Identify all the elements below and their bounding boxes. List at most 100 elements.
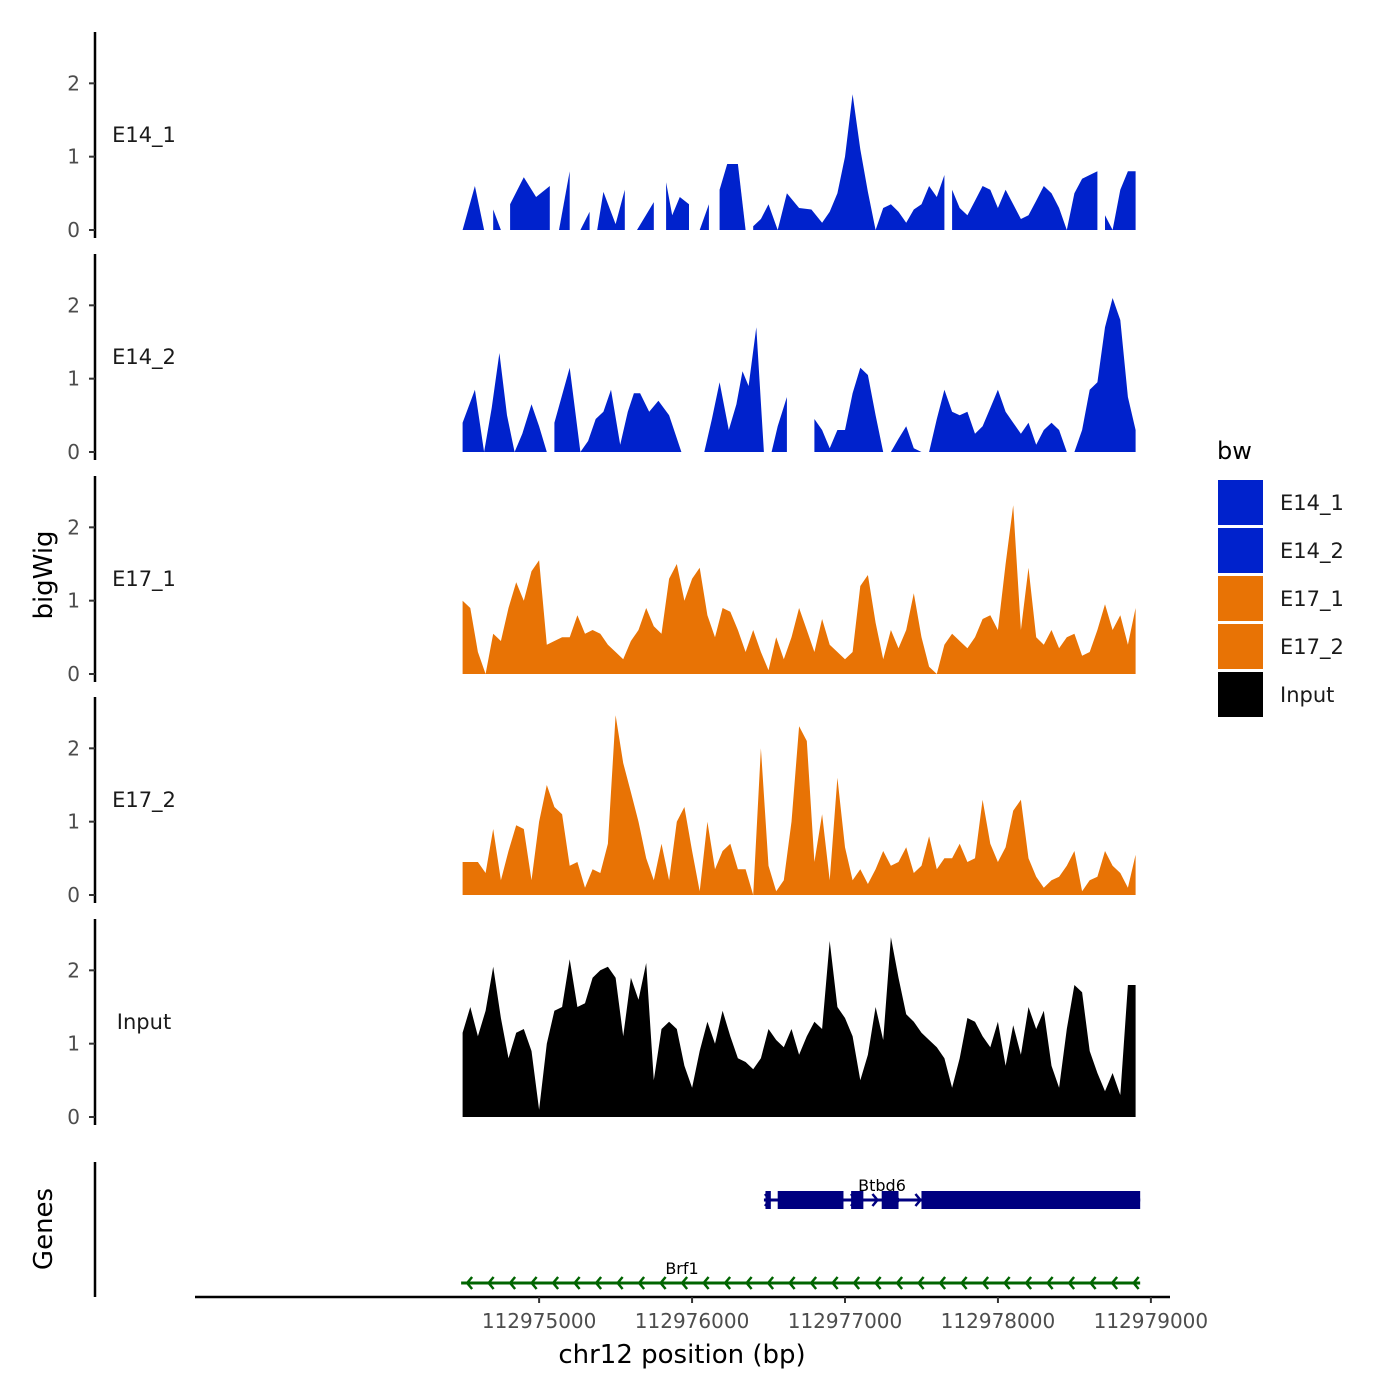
coverage-area [929, 298, 1136, 452]
y-tick-label: 0 [67, 440, 80, 464]
coverage-area [462, 505, 1136, 674]
strand-arrow [871, 1193, 880, 1207]
strand-arrow [1110, 1276, 1119, 1290]
exon [851, 1191, 864, 1209]
legend-swatch [1218, 576, 1263, 621]
coverage-area [462, 937, 1136, 1117]
y-tick-label: 1 [67, 367, 80, 391]
strand-arrow [1002, 1276, 1011, 1290]
strand-arrow [766, 1276, 775, 1290]
gene-label: Btbd6 [858, 1176, 906, 1195]
strand-arrow [637, 1276, 646, 1290]
track-label: E17_1 [112, 567, 176, 592]
coverage-area [952, 171, 1098, 230]
gene-label: Brf1 [665, 1259, 698, 1278]
genes-axis-title: Genes [29, 1188, 59, 1270]
strand-arrow [465, 1276, 474, 1290]
coverage-area [1105, 171, 1136, 230]
track-e14-2: 0 1 2 E14_2 [67, 254, 1136, 464]
y-tick-label: 0 [67, 218, 80, 242]
legend-label: Input [1280, 683, 1334, 707]
coverage-area [637, 202, 654, 230]
track-e17-2: 0 1 2 E17_2 [67, 697, 1136, 907]
coverage-area [580, 211, 590, 230]
track-input: 0 1 2 Input [67, 919, 1136, 1129]
exon [777, 1191, 844, 1209]
strand-arrow [787, 1276, 796, 1290]
legend: bw E14_1 E14_2 E17_1 E17_2 Input [1217, 437, 1344, 717]
strand-arrow [594, 1276, 603, 1290]
x-tick-label: 112978000 [941, 1309, 1056, 1333]
strand-arrow [572, 1276, 581, 1290]
y-tick-label: 0 [67, 1105, 80, 1129]
strand-arrow [615, 1276, 624, 1290]
legend-item: E14_2 [1218, 528, 1344, 573]
strand-arrow [873, 1276, 882, 1290]
y-tick-label: 2 [67, 736, 80, 760]
legend-label: E17_2 [1280, 635, 1344, 660]
strand-arrow [486, 1276, 495, 1290]
coverage-area [753, 94, 945, 230]
coverage-area [559, 171, 570, 230]
legend-label: E17_1 [1280, 587, 1344, 612]
strand-arrow [895, 1276, 904, 1290]
y-axis-title: bigWig [29, 530, 59, 619]
coverage-area [462, 353, 547, 452]
x-tick-label: 112977000 [788, 1309, 903, 1333]
strand-arrow [680, 1276, 689, 1290]
strand-arrow [701, 1276, 710, 1290]
strand-arrow [1067, 1276, 1076, 1290]
gene-models: Btbd6 Brf1 [461, 1176, 1141, 1290]
coverage-area [719, 164, 746, 230]
exon [765, 1191, 771, 1209]
legend-item: E14_1 [1218, 480, 1344, 525]
x-tick-label: 112976000 [635, 1309, 750, 1333]
strand-arrow [830, 1276, 839, 1290]
strand-arrow [914, 1193, 923, 1207]
strand-arrow [658, 1276, 667, 1290]
coverage-area [704, 327, 787, 452]
y-tick-label: 2 [67, 71, 80, 95]
strand-arrow [852, 1276, 861, 1290]
y-tick-label: 2 [67, 293, 80, 317]
strand-arrow [529, 1276, 538, 1290]
x-axis-title: chr12 position (bp) [558, 1340, 805, 1370]
strand-arrow [1131, 1276, 1140, 1290]
legend-swatch [1218, 672, 1263, 717]
x-tick-label: 112979000 [1094, 1309, 1209, 1333]
coverage-area [814, 367, 884, 452]
strand-arrow [916, 1276, 925, 1290]
legend-title: bw [1217, 437, 1252, 465]
strand-arrow [1045, 1276, 1054, 1290]
strand-arrow [551, 1276, 560, 1290]
legend-item: E17_1 [1218, 576, 1344, 621]
track-label: E14_2 [112, 345, 176, 370]
track-panels: 0 1 2 E14_1 0 1 2 E14_2 0 1 2 E17_1 0 1 2 E17_2 0 1 2 Input [67, 32, 1136, 1129]
coverage-area [666, 182, 689, 230]
legend-item: E17_2 [1218, 624, 1344, 669]
strand-arrow [744, 1276, 753, 1290]
strand-arrow [981, 1276, 990, 1290]
strand-arrow [508, 1276, 517, 1290]
strand-arrow [1088, 1276, 1097, 1290]
coverage-area [554, 367, 682, 452]
x-axis: 112975000 112976000 112977000 112978000 1129… [195, 1295, 1209, 1333]
exon [881, 1191, 899, 1209]
genes-panel: Genes Btbd6 Brf1 [29, 1162, 1141, 1297]
coverage-area [493, 209, 501, 230]
y-tick-label: 2 [67, 515, 80, 539]
coverage-area [462, 186, 485, 230]
y-tick-label: 1 [67, 810, 80, 834]
legend-item: Input [1218, 672, 1334, 717]
y-tick-label: 1 [67, 589, 80, 613]
legend-swatch [1218, 528, 1263, 573]
track-label: Input [117, 1010, 171, 1034]
y-tick-label: 1 [67, 145, 80, 169]
y-tick-label: 0 [67, 662, 80, 686]
strand-arrow [1024, 1276, 1033, 1290]
strand-arrow [809, 1276, 818, 1290]
track-label: E17_2 [112, 788, 176, 813]
legend-swatch [1218, 624, 1263, 669]
coverage-area [699, 204, 709, 230]
